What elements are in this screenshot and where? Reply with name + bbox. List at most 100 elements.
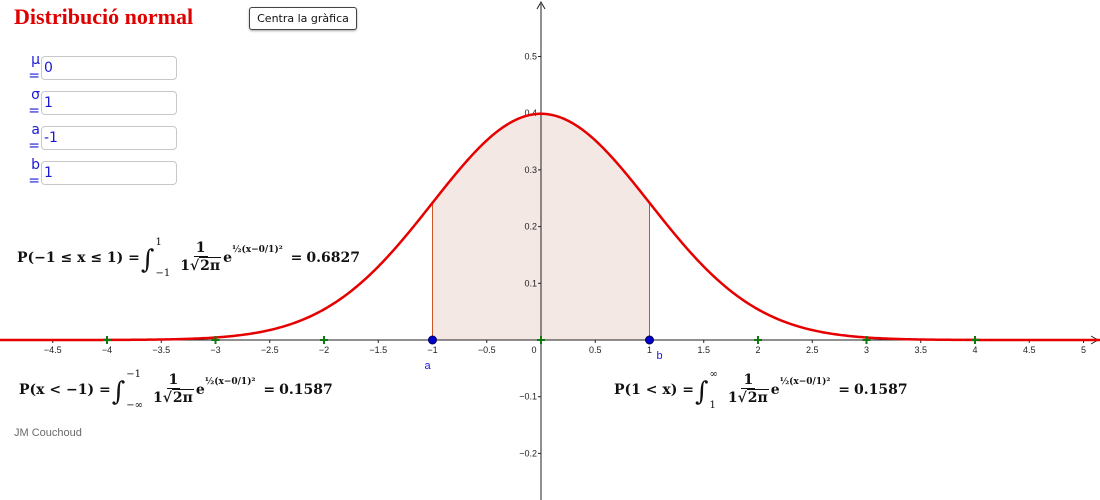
den-radicand: 2π [199, 257, 222, 274]
left-tail-formula: P(x < −1) = ∫ −1 −∞ 1 1√2π e ½(x−0/1)² =… [19, 369, 333, 411]
exp-base: e [223, 249, 233, 266]
integer-mark [862, 336, 871, 344]
y-tick-label: −0.1 [519, 392, 537, 402]
point-a[interactable] [428, 335, 437, 345]
right-tail-formula: P(1 < x) = ∫ ∞ 1 1 1√2π e ½(x−0/1)² = 0.… [614, 369, 908, 411]
fraction-numerator: 1 [193, 240, 208, 257]
mu-field-row: μ = [16, 52, 177, 84]
den-radicand: 2π [746, 389, 769, 406]
integer-mark [103, 336, 111, 344]
lower-limit: −∞ [126, 399, 143, 411]
integer-mark [754, 336, 762, 344]
a-label: a = [28, 122, 40, 154]
x-tick-label: 3.5 [914, 345, 927, 355]
integer-mark [971, 336, 979, 344]
x-tick-label: 1 [647, 345, 652, 355]
equals-sign: = [838, 381, 851, 398]
exponent: ½(x−0/1)² [232, 244, 283, 255]
fraction-numerator: 1 [741, 372, 756, 389]
sigma-field-row: σ = [16, 87, 177, 119]
fraction-denominator: 1√2π [728, 389, 769, 407]
author-credit: JM Couchoud [14, 427, 82, 439]
upper-limit: −1 [126, 368, 141, 380]
x-tick-label: 5 [1081, 345, 1086, 355]
a-input[interactable] [41, 126, 177, 150]
y-axis-arrow-icon [536, 0, 546, 10]
integral-sign: ∫ [694, 376, 709, 407]
y-tick-label: 0.2 [524, 222, 537, 232]
den-coef: 1 [180, 258, 190, 274]
x-tick-label: 2.5 [806, 345, 819, 355]
integral-limits: −1 −∞ [126, 369, 143, 411]
right-tail-result: 0.1587 [854, 381, 908, 398]
middle-formula-left: P(−1 ≤ x ≤ 1) = [17, 249, 140, 266]
density-fraction: 1 1√2π [728, 372, 769, 407]
x-tick-label: −1 [427, 345, 437, 355]
integer-mark [537, 336, 545, 344]
sqrt-sign: √ [162, 390, 172, 406]
x-tick-label: −0.5 [478, 345, 496, 355]
x-tick-label: 4 [972, 345, 977, 355]
right-tail-formula-left: P(1 < x) = [614, 381, 694, 398]
b-input[interactable] [41, 161, 177, 185]
integer-mark [211, 336, 220, 344]
density-fraction: 1 1√2π [153, 372, 194, 407]
x-tick-label: 0 [531, 345, 536, 355]
center-graph-button[interactable]: Centra la gràfica [249, 7, 357, 30]
sqrt-sign: √ [737, 390, 747, 406]
mu-input[interactable] [41, 56, 177, 80]
density-fraction: 1 1√2π [180, 240, 222, 275]
point-b-label: b [657, 350, 663, 362]
point-b[interactable] [645, 335, 654, 345]
point-a-label: a [425, 360, 432, 372]
y-tick-label: 0.4 [524, 108, 537, 118]
den-coef: 1 [152, 390, 163, 406]
equals-sign: = [263, 381, 276, 398]
integral-sign: ∫ [111, 376, 126, 407]
lower-limit: −1 [155, 267, 171, 279]
sigma-label: σ = [28, 87, 40, 119]
mu-label: μ = [28, 52, 40, 84]
x-tick-label: −3.5 [152, 345, 170, 355]
y-tick-label: 0.3 [524, 165, 537, 175]
b-field-row: b = [16, 157, 177, 189]
sigma-input[interactable] [41, 91, 177, 115]
lower-limit: 1 [709, 399, 716, 411]
y-tick-label: −0.2 [519, 448, 537, 458]
x-tick-label: 3 [864, 345, 869, 355]
den-radicand: 2π [171, 389, 194, 406]
page-title: Distribució normal [14, 4, 194, 29]
exp-base: e [195, 381, 205, 398]
integer-mark [320, 336, 328, 344]
upper-limit: ∞ [709, 368, 718, 380]
integral-limits: 1 −1 [155, 237, 170, 279]
x-tick-label: −1.5 [369, 345, 387, 355]
x-tick-label: 4.5 [1023, 345, 1036, 355]
fraction-numerator: 1 [166, 372, 181, 389]
exp-base: e [770, 381, 780, 398]
equals-sign: = [290, 249, 303, 266]
den-coef: 1 [727, 390, 738, 406]
middle-probability-formula: P(−1 ≤ x ≤ 1) = ∫ 1 −1 1 1√2π e ½(x−0/1)… [17, 237, 360, 279]
left-tail-result: 0.1587 [279, 381, 333, 398]
b-label: b = [28, 157, 40, 189]
left-tail-formula-left: P(x < −1) = [19, 381, 111, 398]
sqrt-sign: √ [189, 258, 200, 274]
y-tick-label: 0.1 [524, 278, 537, 288]
x-tick-label: −2.5 [261, 345, 279, 355]
integral-limits: ∞ 1 [710, 369, 718, 411]
x-tick-label: 2 [755, 345, 760, 355]
middle-result: 0.6827 [306, 249, 360, 266]
fraction-denominator: 1√2π [180, 257, 222, 275]
x-tick-label: −2 [319, 345, 329, 355]
x-tick-label: −4 [102, 345, 112, 355]
fraction-denominator: 1√2π [153, 389, 194, 407]
integral-sign: ∫ [140, 244, 155, 275]
x-tick-label: −4.5 [44, 345, 62, 355]
upper-limit: 1 [155, 236, 162, 248]
x-tick-label: −3 [210, 345, 220, 355]
a-field-row: a = [16, 122, 177, 154]
exponent: ½(x−0/1)² [779, 376, 831, 387]
y-tick-label: 0.5 [524, 52, 537, 62]
